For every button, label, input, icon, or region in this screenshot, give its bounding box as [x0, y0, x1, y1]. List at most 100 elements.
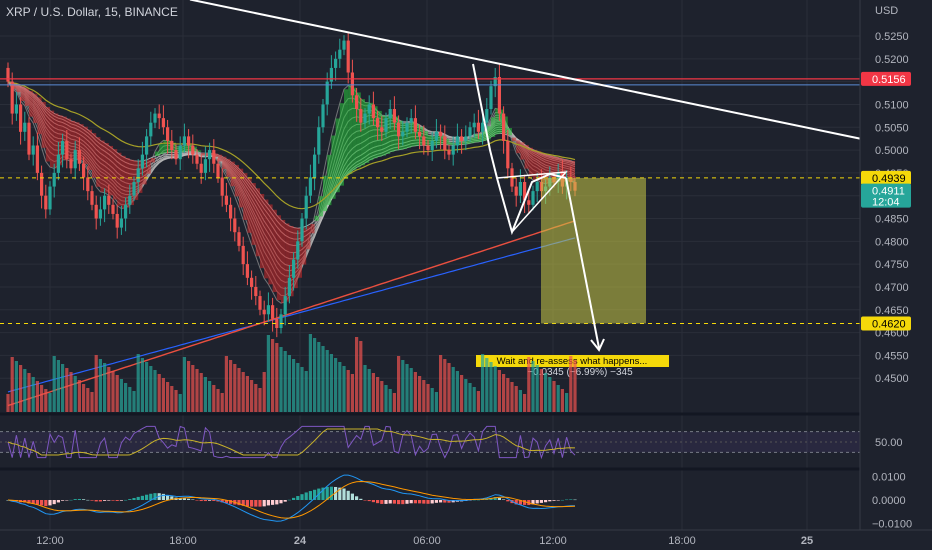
- candle-body[interactable]: [119, 218, 123, 228]
- candle-body[interactable]: [145, 136, 149, 155]
- candle-body[interactable]: [518, 182, 522, 196]
- candlestick-series[interactable]: [6, 31, 577, 338]
- candle-body[interactable]: [413, 118, 417, 132]
- candle-body[interactable]: [489, 86, 493, 109]
- candle-body[interactable]: [275, 318, 279, 328]
- candle-body[interactable]: [304, 195, 308, 219]
- candle-body[interactable]: [199, 163, 203, 173]
- candle-body[interactable]: [69, 159, 73, 169]
- candle-body[interactable]: [556, 172, 560, 182]
- candle-body[interactable]: [334, 58, 338, 68]
- candle-body[interactable]: [19, 104, 23, 132]
- candle-body[interactable]: [132, 182, 136, 196]
- candle-body[interactable]: [481, 122, 485, 132]
- candle-body[interactable]: [229, 204, 233, 219]
- candle-body[interactable]: [397, 122, 401, 137]
- candle-body[interactable]: [208, 150, 212, 160]
- candle-body[interactable]: [329, 67, 333, 82]
- candle-body[interactable]: [422, 136, 426, 146]
- candle-body[interactable]: [23, 122, 27, 132]
- candle-body[interactable]: [266, 305, 270, 315]
- candle-body[interactable]: [212, 150, 216, 164]
- candle-body[interactable]: [195, 154, 199, 164]
- candle-body[interactable]: [65, 140, 69, 160]
- candle-body[interactable]: [409, 118, 413, 123]
- chart-title[interactable]: XRP / U.S. Dollar, 15, BINANCE: [6, 5, 178, 19]
- candle-body[interactable]: [224, 195, 228, 205]
- candle-body[interactable]: [418, 131, 422, 137]
- candle-body[interactable]: [321, 104, 325, 128]
- price-axis[interactable]: [860, 0, 932, 530]
- candle-body[interactable]: [376, 118, 380, 128]
- candle-body[interactable]: [388, 109, 392, 119]
- candle-body[interactable]: [426, 145, 430, 151]
- candle-body[interactable]: [149, 122, 153, 137]
- candle-body[interactable]: [342, 40, 346, 50]
- candle-body[interactable]: [166, 127, 170, 141]
- candle-body[interactable]: [140, 154, 144, 169]
- candle-body[interactable]: [430, 140, 434, 151]
- candle-body[interactable]: [82, 163, 86, 178]
- candle-body[interactable]: [271, 305, 275, 319]
- candle-body[interactable]: [103, 195, 107, 210]
- candle-body[interactable]: [237, 232, 241, 246]
- candle-body[interactable]: [380, 127, 384, 132]
- candle-body[interactable]: [300, 218, 304, 242]
- candle-body[interactable]: [27, 122, 31, 155]
- time-axis[interactable]: [0, 530, 932, 550]
- candle-body[interactable]: [262, 309, 266, 315]
- candle-body[interactable]: [434, 131, 438, 141]
- candle-body[interactable]: [107, 195, 111, 205]
- candle-body[interactable]: [359, 109, 363, 123]
- candle-body[interactable]: [527, 200, 531, 205]
- candle-body[interactable]: [531, 191, 535, 205]
- candle-body[interactable]: [464, 136, 468, 141]
- candle-body[interactable]: [98, 209, 102, 219]
- candle-body[interactable]: [502, 113, 506, 141]
- candle-body[interactable]: [296, 241, 300, 260]
- candle-body[interactable]: [124, 204, 128, 219]
- candle-body[interactable]: [317, 127, 321, 155]
- candle-body[interactable]: [258, 296, 262, 310]
- candle-body[interactable]: [451, 145, 455, 155]
- short-position-box[interactable]: [541, 177, 646, 324]
- candle-body[interactable]: [44, 195, 48, 210]
- candle-body[interactable]: [77, 150, 81, 164]
- candle-body[interactable]: [514, 186, 518, 196]
- candle-body[interactable]: [216, 163, 220, 178]
- candle-body[interactable]: [493, 77, 497, 87]
- candle-body[interactable]: [233, 218, 237, 233]
- candle-body[interactable]: [35, 145, 39, 173]
- candle-body[interactable]: [447, 150, 451, 155]
- candle-body[interactable]: [472, 122, 476, 128]
- candle-body[interactable]: [111, 204, 115, 214]
- candle-body[interactable]: [157, 113, 161, 119]
- candle-body[interactable]: [31, 145, 35, 155]
- candle-body[interactable]: [14, 104, 18, 114]
- candle-body[interactable]: [40, 172, 44, 196]
- candle-body[interactable]: [187, 136, 191, 146]
- candle-body[interactable]: [355, 95, 359, 109]
- candle-body[interactable]: [292, 259, 296, 278]
- candle-body[interactable]: [115, 213, 119, 228]
- candle-body[interactable]: [384, 118, 388, 132]
- candle-body[interactable]: [178, 145, 182, 160]
- candle-body[interactable]: [405, 122, 409, 132]
- candle-body[interactable]: [203, 159, 207, 173]
- candle-body[interactable]: [325, 81, 329, 105]
- candle-body[interactable]: [279, 314, 283, 328]
- candle-body[interactable]: [6, 67, 10, 82]
- candle-body[interactable]: [191, 145, 195, 155]
- candle-body[interactable]: [392, 109, 396, 123]
- candle-body[interactable]: [468, 127, 472, 137]
- candle-body[interactable]: [363, 113, 367, 123]
- candle-body[interactable]: [485, 109, 489, 123]
- candle-body[interactable]: [523, 182, 527, 201]
- candle-body[interactable]: [254, 286, 258, 297]
- candle-body[interactable]: [10, 81, 14, 114]
- candle-body[interactable]: [128, 195, 132, 205]
- candle-body[interactable]: [371, 104, 375, 119]
- candle-body[interactable]: [220, 177, 224, 196]
- candle-body[interactable]: [455, 136, 459, 146]
